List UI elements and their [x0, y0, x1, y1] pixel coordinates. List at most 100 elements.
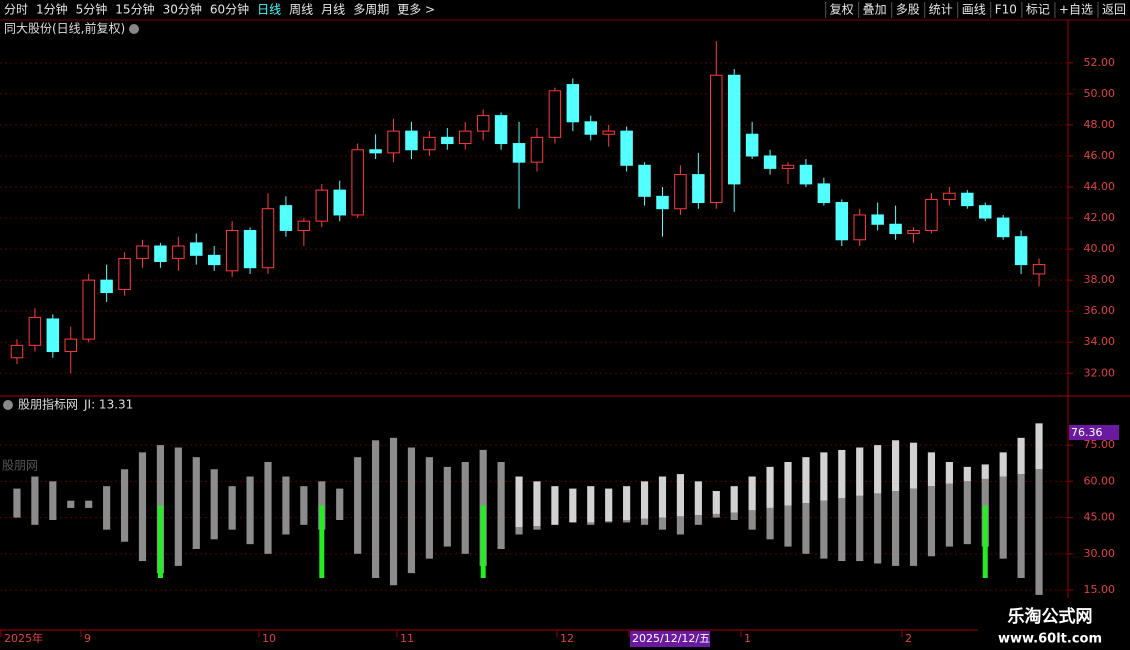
- indicator-bar: [945, 483, 953, 547]
- y-tick-label: 48.00: [1084, 118, 1116, 131]
- toolbar-item[interactable]: +自选: [1059, 3, 1093, 17]
- value-tag: 76.36: [1071, 426, 1103, 439]
- indicator-bar: [909, 488, 918, 566]
- candle-body: [602, 130, 615, 135]
- date-label: 2025/12/12/五: [632, 632, 710, 645]
- candle-body: [907, 229, 920, 235]
- candle-body: [100, 279, 113, 294]
- signal-bar: [157, 505, 163, 578]
- toolbar-item[interactable]: 5分钟: [76, 2, 108, 17]
- candle-body: [943, 192, 956, 200]
- indicator-bar: [443, 466, 451, 547]
- indicator-bar: [730, 512, 738, 520]
- indicator-bar-upper: [892, 440, 900, 492]
- toolbar-item[interactable]: 15分钟: [115, 2, 154, 17]
- date-label: 10: [262, 632, 276, 645]
- candle-body: [710, 74, 723, 204]
- date-label: 9: [84, 632, 91, 645]
- toolbar-item[interactable]: 分时: [4, 3, 28, 17]
- y-tick-label: 52.00: [1084, 56, 1116, 69]
- toolbar-item[interactable]: 画线: [962, 3, 986, 17]
- chart-title: 同大股份(日线,前复权): [4, 21, 125, 36]
- toolbar-item[interactable]: 统计: [929, 3, 953, 17]
- toolbar-item[interactable]: 多周期: [353, 3, 389, 17]
- indicator-bar-upper: [766, 466, 774, 508]
- toolbar-item[interactable]: 1分钟: [36, 2, 68, 17]
- date-label: 11: [400, 632, 414, 645]
- candle-body: [261, 208, 275, 269]
- candle-body: [853, 214, 866, 241]
- indicator-bar: [820, 500, 828, 559]
- candle-body: [297, 220, 311, 231]
- indicator-bar: [67, 500, 75, 508]
- indicator-bar: [784, 505, 792, 547]
- candle-body: [979, 205, 992, 219]
- indicator-bar: [282, 476, 290, 535]
- candle-body: [656, 195, 669, 210]
- title-menu[interactable]: [129, 24, 139, 34]
- candle-body: [64, 338, 77, 353]
- indicator-bar-upper: [551, 486, 559, 525]
- y-tick-label: 60.00: [1084, 474, 1116, 487]
- indicator-bar-upper: [784, 462, 792, 506]
- indicator-bar-upper: [856, 447, 864, 496]
- toolbar-item[interactable]: 30分钟: [163, 2, 202, 17]
- corner-name: 乐淘公式网: [1008, 606, 1093, 627]
- candle-body: [584, 121, 597, 135]
- toolbar-item[interactable]: 叠加: [863, 3, 887, 17]
- indicator-bar: [300, 486, 308, 525]
- candle-body: [387, 130, 400, 154]
- y-tick-label: 15.00: [1084, 583, 1116, 596]
- toolbar-item[interactable]: 标记: [1026, 3, 1050, 17]
- candle-body: [82, 279, 95, 340]
- candle-body: [745, 133, 759, 157]
- toolbar-item[interactable]: 复权: [830, 3, 854, 17]
- indicator-bar-upper: [605, 488, 613, 522]
- candle-body: [315, 189, 329, 222]
- signal-bar: [480, 505, 486, 578]
- toolbar-item[interactable]: 返回: [1102, 3, 1126, 17]
- indicator-bar-upper: [748, 476, 756, 511]
- y-tick-label: 75.00: [1084, 438, 1116, 451]
- toolbar-item[interactable]: 月线: [321, 3, 345, 17]
- toolbar-item[interactable]: F10: [995, 3, 1017, 17]
- candle-body: [871, 214, 884, 225]
- indicator-bar: [874, 493, 882, 564]
- indicator-bar-upper: [569, 488, 577, 523]
- indicator-bar: [623, 520, 631, 523]
- toolbar-item[interactable]: 日线: [257, 3, 281, 17]
- y-tick-label: 50.00: [1084, 87, 1116, 100]
- value-tag-bg: [1069, 425, 1119, 440]
- indicator-bar-upper: [676, 474, 684, 517]
- indicator-bar: [587, 522, 595, 525]
- candle-body: [441, 136, 454, 145]
- corner-box: [978, 598, 1130, 650]
- toolbar-item[interactable]: 多股: [896, 3, 920, 17]
- toolbar-item[interactable]: 更多 >: [397, 3, 435, 17]
- toolbar-item[interactable]: 周线: [289, 3, 313, 17]
- indicator-bar: [838, 498, 846, 562]
- indicator-bar: [497, 462, 505, 549]
- indicator-menu[interactable]: [3, 400, 13, 410]
- indicator-bar-upper: [963, 466, 971, 482]
- toolbar-item[interactable]: 60分钟: [210, 2, 249, 17]
- candle-body: [799, 164, 813, 185]
- indicator-title: 股朋指标网: [18, 397, 78, 412]
- indicator-bar-upper: [1017, 437, 1025, 475]
- y-tick-label: 30.00: [1084, 547, 1116, 560]
- y-tick-label: 32.00: [1084, 366, 1116, 379]
- indicator-bar: [1035, 469, 1043, 595]
- indicator-bar: [389, 437, 398, 586]
- indicator-bar: [192, 457, 200, 549]
- indicator-bar-upper: [515, 476, 523, 528]
- indicator-bar: [354, 457, 362, 554]
- indicator-bar: [425, 457, 433, 559]
- indicator-bar: [892, 491, 900, 566]
- indicator-bar: [766, 507, 774, 540]
- y-tick-label: 45.00: [1084, 511, 1116, 524]
- indicator-bar-upper: [945, 462, 953, 484]
- candle-body: [476, 115, 490, 132]
- indicator-bar-upper: [838, 449, 846, 499]
- candle-body: [638, 164, 651, 197]
